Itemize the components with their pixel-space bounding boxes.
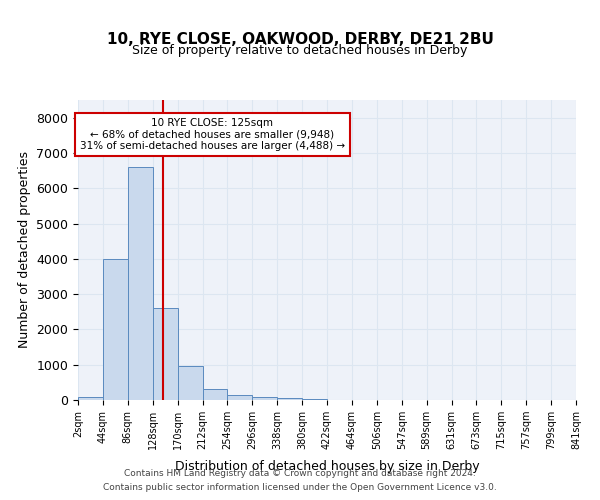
Bar <box>227 396 253 400</box>
Bar <box>203 389 227 400</box>
Bar <box>128 167 153 400</box>
Y-axis label: Number of detached properties: Number of detached properties <box>18 152 31 348</box>
Text: Contains public sector information licensed under the Open Government Licence v3: Contains public sector information licen… <box>103 484 497 492</box>
X-axis label: Distribution of detached houses by size in Derby: Distribution of detached houses by size … <box>175 460 479 473</box>
Bar <box>103 259 128 400</box>
Bar <box>178 366 203 400</box>
Text: Size of property relative to detached houses in Derby: Size of property relative to detached ho… <box>133 44 467 57</box>
Bar <box>78 398 103 400</box>
Bar <box>302 399 327 400</box>
Text: 10 RYE CLOSE: 125sqm
← 68% of detached houses are smaller (9,948)
31% of semi-de: 10 RYE CLOSE: 125sqm ← 68% of detached h… <box>80 118 345 151</box>
Text: 10, RYE CLOSE, OAKWOOD, DERBY, DE21 2BU: 10, RYE CLOSE, OAKWOOD, DERBY, DE21 2BU <box>107 32 493 48</box>
Text: Contains HM Land Registry data © Crown copyright and database right 2024.: Contains HM Land Registry data © Crown c… <box>124 468 476 477</box>
Bar <box>153 308 178 400</box>
Bar <box>277 398 302 400</box>
Bar <box>253 397 277 400</box>
